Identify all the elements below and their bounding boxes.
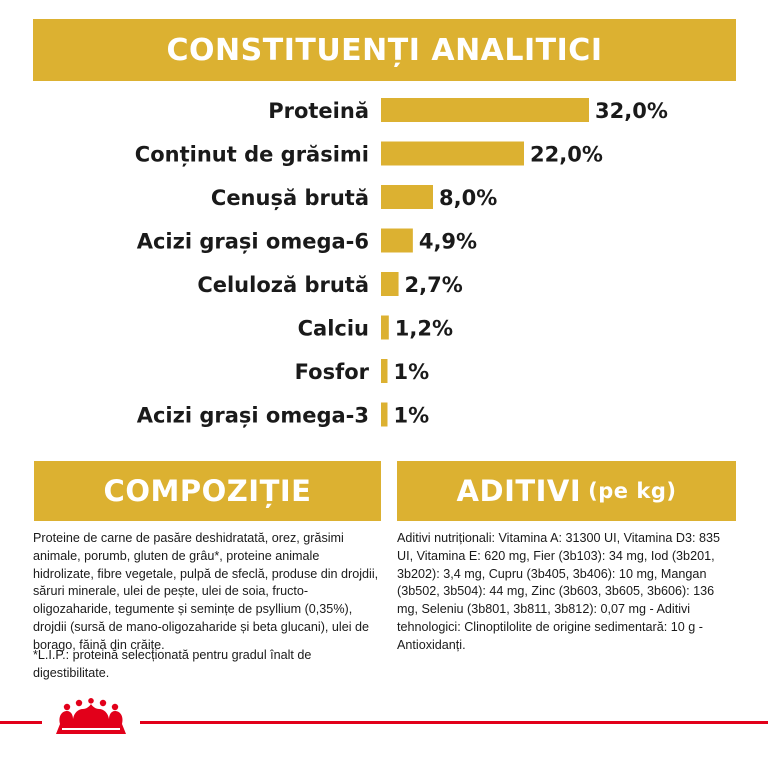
value-label: 4,9% <box>419 230 477 254</box>
category-label: Calciu <box>298 317 369 341</box>
bar <box>381 402 388 427</box>
category-label: Proteină <box>268 99 369 123</box>
footer-line-right <box>140 721 768 724</box>
category-label: Acizi grași omega-3 <box>137 404 369 428</box>
bar <box>381 272 399 296</box>
composition-banner: COMPOZIȚIE <box>34 461 381 521</box>
value-label: 1,2% <box>395 317 453 341</box>
composition-title: COMPOZIȚIE <box>103 474 312 508</box>
category-label: Fosfor <box>295 360 370 384</box>
footer-line-left <box>0 721 42 724</box>
bar <box>381 141 524 166</box>
category-label: Conținut de grăsimi <box>135 143 369 168</box>
bar <box>381 185 433 209</box>
value-label: 8,0% <box>439 186 497 210</box>
additives-text: Aditivi nutriționali: Vitamina A: 31300 … <box>397 531 720 652</box>
additives-banner: ADITIVI (pe kg) <box>397 461 736 521</box>
bar <box>381 228 413 253</box>
additives-title-suffix: (pe kg) <box>588 479 677 503</box>
composition-text: Proteine de carne de pasăre deshidratată… <box>33 531 379 652</box>
category-label: Acizi grași omega-6 <box>137 230 369 254</box>
value-label: 32,0% <box>595 99 668 123</box>
page-title: CONSTITUENȚI ANALITICI <box>166 32 603 68</box>
constituents-bar-chart: Proteină 32,0% Conținut de grăsimi 22,0% Cen… <box>135 98 668 428</box>
composition-note: *L.I.P.: proteină selecționată pentru gr… <box>33 648 312 680</box>
value-label: 1% <box>394 404 430 428</box>
category-label: Cenușă brută <box>211 186 369 210</box>
bar <box>381 359 388 383</box>
value-label: 1% <box>394 360 430 384</box>
crown-icon <box>56 698 126 734</box>
analytical-constituents-banner: CONSTITUENȚI ANALITICI <box>33 19 736 81</box>
category-label: Celuloză brută <box>197 273 369 297</box>
bar <box>381 98 589 122</box>
additives-title: ADITIVI <box>456 474 582 508</box>
value-label: 2,7% <box>405 273 463 297</box>
bar <box>381 315 389 340</box>
value-label: 22,0% <box>530 143 603 167</box>
